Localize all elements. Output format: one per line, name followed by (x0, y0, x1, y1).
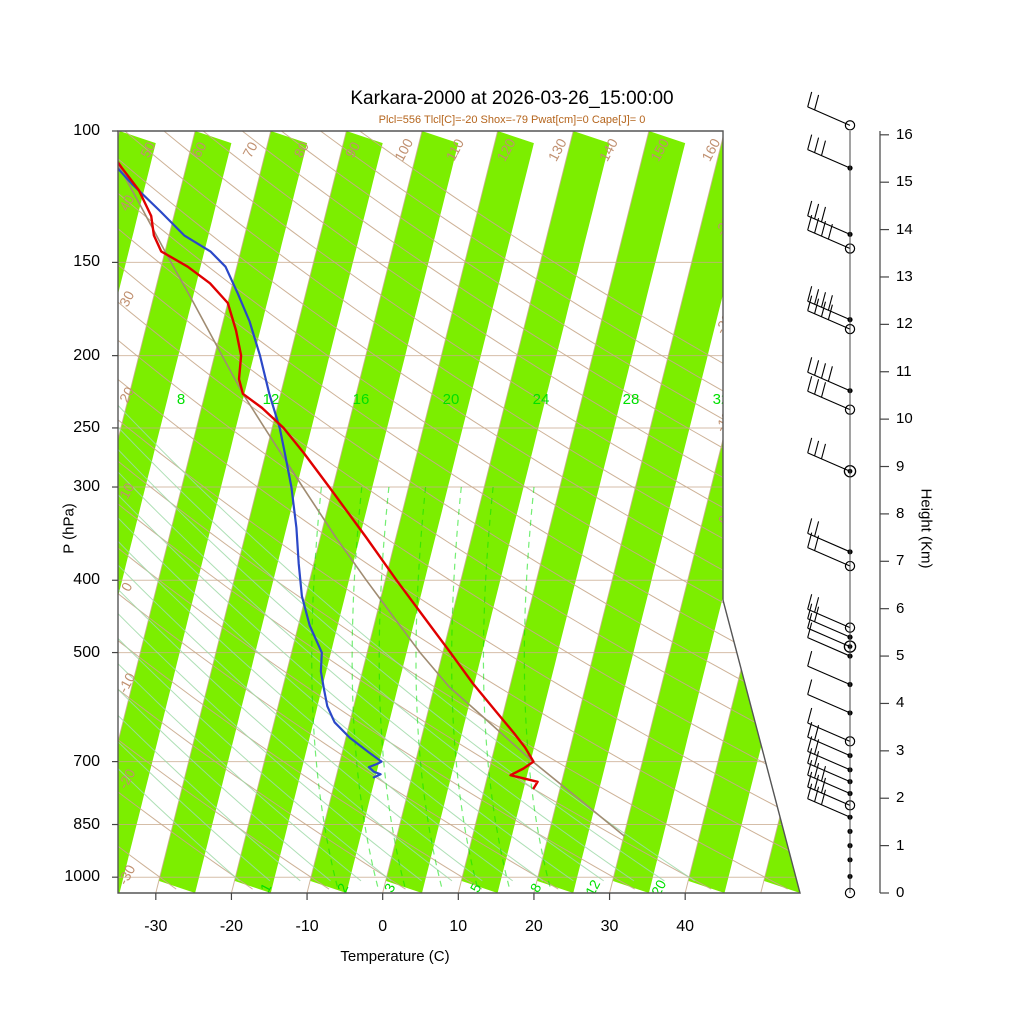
sounding-indices-subtitle: Plcl=556 Tlcl[C]=-20 Shox=-79 Pwat[cm]=0… (378, 114, 646, 126)
pressure-tick-400: 400 (73, 571, 100, 589)
dry-adiabat-label-top: 50 (137, 139, 159, 160)
height-tick-16: 16 (896, 125, 913, 143)
temperature-tick-0: 0 (378, 918, 388, 935)
dry-adiabat-label-diag: 30 (818, 696, 840, 718)
pressure-tick-200: 200 (73, 346, 100, 364)
dry-adiabat-label-left: 10 (116, 480, 138, 501)
temperature-tick-40: 40 (676, 918, 695, 935)
dry-adiabat-label-left: 40 (116, 192, 138, 213)
pressure-tick-500: 500 (73, 643, 100, 661)
height-tick-12: 12 (896, 315, 913, 333)
page-title: Karkara-2000 at 2026-03-26_15:00:00 (350, 88, 674, 109)
height-tick-15: 15 (896, 173, 913, 191)
height-tick-3: 3 (896, 741, 905, 759)
x-axis-label: Temperature (C) (340, 948, 450, 965)
pressure-tick-300: 300 (73, 478, 100, 496)
pressure-tick-250: 250 (73, 418, 100, 436)
height-tick-14: 14 (896, 220, 913, 238)
height-tick-13: 13 (896, 267, 913, 285)
dry-adiabat-label-top: 80 (290, 139, 312, 160)
height-tick-6: 6 (896, 599, 905, 617)
theta-e-label: 32 (713, 391, 730, 408)
theta-e-label: 28 (623, 391, 640, 408)
temperature-tick--20: -20 (219, 918, 243, 935)
theta-e-label: 8 (177, 391, 185, 408)
temperature-tick-10: 10 (449, 918, 468, 935)
temperature-tick--30: -30 (144, 918, 168, 935)
height-tick-7: 7 (896, 552, 905, 570)
pressure-tick-100: 100 (73, 122, 100, 139)
dry-adiabat-label-top: 70 (239, 139, 261, 160)
theta-e-label: 20 (443, 391, 460, 408)
height-tick-5: 5 (896, 647, 905, 665)
theta-e-label: 24 (533, 391, 550, 408)
mixing-ratio-label: 12 (582, 877, 604, 898)
height-tick-2: 2 (896, 789, 905, 807)
pressure-tick-700: 700 (73, 752, 100, 770)
dry-adiabat-label-diag: 20 (780, 641, 802, 663)
pressure-tick-850: 850 (73, 815, 100, 833)
height-tick-0: 0 (896, 884, 905, 901)
theta-e-label: 16 (353, 391, 370, 408)
dry-adiabat-label-left: 30 (116, 288, 138, 309)
dry-adiabat-label-top: 100 (391, 135, 416, 163)
height-tick-10: 10 (896, 410, 913, 428)
height-tick-9: 9 (896, 457, 905, 475)
dry-adiabat-label-diag: 10 (742, 586, 764, 608)
pressure-tick-labels: 100 150 200 250 300 400 500 700 850 1000 (40, 0, 100, 1024)
dry-adiabat-label-top: 90 (342, 139, 364, 160)
temperature-tick--10: -10 (295, 918, 319, 935)
height-tick-1: 1 (896, 836, 905, 854)
wind-barb-column (807, 91, 857, 899)
height-tick-11: 11 (896, 362, 912, 380)
pressure-tick-1000: 1000 (64, 868, 100, 886)
pressure-tick-150: 150 (73, 253, 100, 271)
height-tick-8: 8 (896, 504, 905, 522)
dry-adiabat-label-top: 60 (188, 139, 210, 160)
temperature-tick-30: 30 (600, 918, 619, 935)
dry-adiabat-label-left: 20 (116, 384, 138, 405)
temperature-tick-20: 20 (525, 918, 543, 935)
height-tick-4: 4 (896, 694, 905, 712)
